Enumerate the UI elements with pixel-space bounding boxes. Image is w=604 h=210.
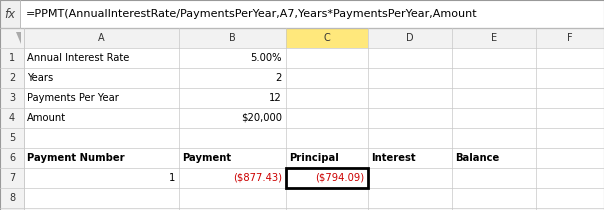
Text: ($877.43): ($877.43): [233, 173, 282, 183]
Text: B: B: [229, 33, 236, 43]
Text: 5: 5: [9, 133, 15, 143]
Bar: [286, 28, 368, 48]
Text: Payment Number: Payment Number: [27, 153, 124, 163]
Text: ($794.09): ($794.09): [315, 173, 364, 183]
Text: 6: 6: [9, 153, 15, 163]
Text: Balance: Balance: [455, 153, 500, 163]
Text: 2: 2: [9, 73, 15, 83]
Text: Principal: Principal: [289, 153, 339, 163]
Text: =PPMT(AnnualInterestRate/PaymentsPerYear,A7,Years*PaymentsPerYear,Amount: =PPMT(AnnualInterestRate/PaymentsPerYear…: [26, 9, 478, 19]
Text: 8: 8: [9, 193, 15, 203]
Text: 1: 1: [9, 53, 15, 63]
Text: E: E: [491, 33, 497, 43]
Text: 7: 7: [9, 173, 15, 183]
Text: Payments Per Year: Payments Per Year: [27, 93, 119, 103]
Text: 2: 2: [275, 73, 282, 83]
Text: C: C: [324, 33, 330, 43]
Text: A: A: [98, 33, 105, 43]
Bar: [0, 0, 20, 28]
Text: Amount: Amount: [27, 113, 66, 123]
Bar: [0, 28, 604, 48]
Bar: [0, 0, 604, 28]
Text: Annual Interest Rate: Annual Interest Rate: [27, 53, 129, 63]
Text: 4: 4: [9, 113, 15, 123]
Text: 5.00%: 5.00%: [251, 53, 282, 63]
Polygon shape: [16, 32, 21, 44]
Text: $20,000: $20,000: [241, 113, 282, 123]
Text: 12: 12: [269, 93, 282, 103]
Bar: [286, 168, 368, 188]
Text: F: F: [567, 33, 573, 43]
Text: fx: fx: [4, 8, 16, 21]
Bar: [0, 0, 604, 28]
Text: Years: Years: [27, 73, 53, 83]
Text: D: D: [406, 33, 414, 43]
Bar: [0, 28, 24, 210]
Bar: [0, 28, 24, 48]
Text: 1: 1: [169, 173, 175, 183]
Bar: [0, 28, 604, 210]
Text: Interest: Interest: [371, 153, 416, 163]
Text: Payment: Payment: [182, 153, 231, 163]
Text: 3: 3: [9, 93, 15, 103]
